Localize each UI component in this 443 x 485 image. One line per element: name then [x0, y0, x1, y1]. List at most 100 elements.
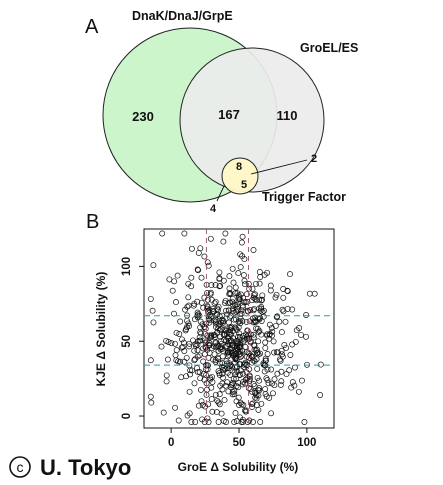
scatter-point: [149, 307, 156, 314]
scatter-point: [199, 416, 206, 423]
scatter-point: [199, 401, 206, 408]
scatter-point: [184, 303, 191, 310]
scatter-point: [198, 274, 205, 281]
scatter-point: [289, 306, 296, 313]
scatter-point: [268, 324, 275, 331]
scatter-point: [257, 419, 264, 425]
scatter-point: [208, 396, 215, 403]
scatter-point: [277, 381, 284, 388]
scatter-point: [204, 303, 211, 310]
scatter-point: [301, 419, 308, 425]
scatter-point: [273, 314, 280, 320]
scatter-point: [194, 314, 201, 321]
scatter-point: [173, 357, 180, 364]
scatter-point: [197, 318, 204, 325]
scatter-point: [196, 369, 203, 376]
scatter-point: [239, 370, 246, 377]
scatter-point: [278, 368, 285, 375]
scatter-point: [188, 245, 195, 252]
scatter-point: [221, 326, 228, 333]
scatter-point: [228, 323, 235, 330]
scatter-point: [246, 285, 253, 292]
scatter-point: [256, 269, 263, 275]
scatter-point: [236, 333, 243, 340]
scatter-point: [221, 397, 228, 404]
scatter-point: [185, 294, 192, 301]
scatter-point: [229, 363, 236, 370]
scatter-point: [253, 280, 259, 287]
y-tick-label: 100: [121, 257, 133, 276]
scatter-point: [223, 337, 230, 344]
scatter-point: [231, 391, 238, 397]
scatter-point: [267, 287, 274, 294]
scatter-point: [271, 376, 278, 383]
scatter-point: [295, 388, 302, 395]
scatter-point: [216, 275, 223, 282]
scatter-point: [217, 344, 223, 351]
scatter-point: [215, 303, 222, 310]
scatter-point: [225, 300, 232, 307]
region-count-tf-only: 4: [210, 203, 217, 215]
y-tick-label: 0: [121, 413, 133, 419]
scatter-point: [264, 377, 271, 384]
scatter-point: [284, 305, 291, 312]
scatter-point: [255, 351, 262, 358]
scatter-point: [293, 327, 300, 334]
scatter-point: [280, 286, 287, 292]
scatter-point: [165, 339, 172, 345]
scatter-point: [256, 296, 263, 303]
scatter-point: [255, 338, 262, 345]
scatter-point: [241, 256, 248, 263]
scatter-point: [177, 358, 184, 365]
scatter-point: [238, 239, 245, 246]
scatter-point: [204, 259, 211, 266]
scatter-point: [229, 295, 236, 302]
scatter-point: [239, 233, 246, 240]
panel-a-letter: A: [85, 16, 99, 38]
scatter-point: [182, 327, 189, 334]
scatter-point: [291, 382, 298, 389]
copyright-text: U. Tokyo: [40, 455, 131, 480]
scatter-point: [243, 318, 250, 325]
scatter-point: [228, 338, 235, 345]
scatter-point: [233, 338, 240, 345]
scatter-point: [232, 284, 239, 291]
scatter-point: [230, 305, 237, 312]
scatter-point: [186, 343, 193, 350]
scatter-point: [204, 290, 211, 296]
scatter-point: [257, 350, 264, 357]
scatter-point: [214, 329, 221, 336]
scatter-point: [244, 327, 251, 334]
scatter-point: [220, 238, 227, 245]
scatter-point: [253, 349, 260, 356]
scatter-point: [272, 294, 279, 301]
scatter-point: [233, 301, 240, 308]
scatter-point: [219, 363, 226, 370]
scatter-point: [201, 323, 208, 330]
scatter-point: [198, 299, 205, 306]
scatter-point: [175, 417, 182, 424]
scatter-point: [173, 299, 179, 306]
scatter-point: [228, 349, 235, 356]
scatter-point: [237, 264, 244, 271]
scatter-point: [195, 369, 201, 376]
scatter-point: [235, 270, 242, 277]
scatter-point: [207, 311, 214, 318]
scatter-point: [242, 380, 249, 387]
scatter-point: [224, 369, 231, 376]
scatter-point: [206, 349, 213, 356]
scatter-point: [214, 397, 221, 404]
scatter-point: [229, 328, 236, 334]
scatter-point: [284, 288, 291, 295]
scatter-point: [226, 285, 233, 292]
scatter-point: [210, 308, 217, 315]
scatter-point: [194, 298, 201, 305]
scatter-point: [186, 388, 193, 395]
scatter-point: [215, 368, 222, 375]
scatter-point: [270, 338, 277, 345]
scatter-point: [216, 371, 223, 378]
scatter-point: [298, 331, 304, 338]
scatter-point: [240, 402, 247, 408]
scatter-point: [177, 318, 184, 325]
